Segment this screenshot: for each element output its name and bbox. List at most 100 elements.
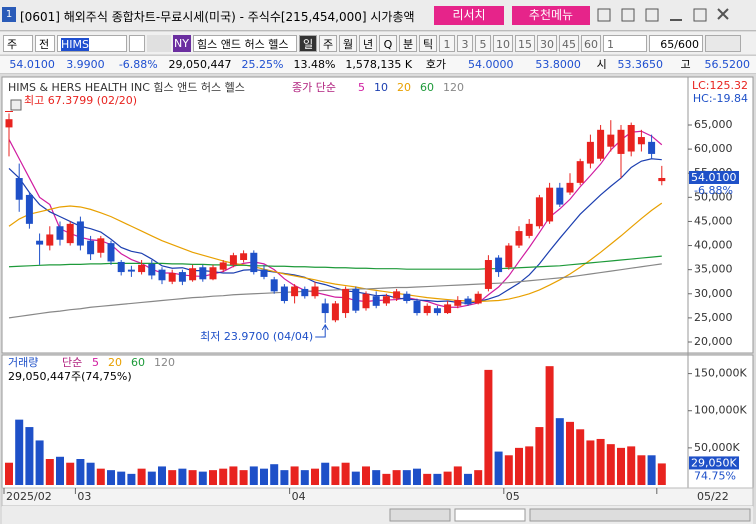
candle-body	[331, 303, 339, 321]
volume-bar	[249, 466, 258, 485]
volume-bar	[137, 468, 146, 485]
y-tick-label: 25,000	[694, 311, 733, 324]
candle-body	[229, 255, 237, 265]
research-button[interactable]: 리서치	[434, 6, 504, 25]
period-button[interactable]: Q	[379, 34, 397, 52]
chart-title: HIMS & HERS HEALTH INC 힘스 앤드 허스 헬스	[8, 81, 245, 94]
y-tick-label: 150,000K	[694, 367, 747, 380]
menu-button[interactable]: 추천메뉴	[512, 6, 590, 25]
quote-field: 3.9900	[66, 58, 105, 71]
volume-bar	[433, 473, 442, 485]
candle-body	[66, 223, 74, 244]
y-tick-label: 50,000	[694, 190, 733, 203]
legend-entry: 20	[397, 81, 411, 94]
minute-button[interactable]: 10	[493, 34, 513, 52]
candle-body	[240, 253, 248, 261]
market-select[interactable]: 주	[3, 34, 33, 52]
volume-bar	[239, 470, 248, 485]
candle-body	[474, 293, 482, 304]
code-input[interactable]: HIMS	[57, 34, 127, 52]
period-button[interactable]: 년	[359, 34, 377, 52]
volume-bar	[545, 366, 554, 485]
last-volume-box	[689, 456, 739, 470]
volume-bar	[484, 369, 493, 485]
lc-label: LC:125.32	[692, 79, 748, 92]
high-annotation: 최고 67.3799 (02/20)	[24, 94, 137, 107]
candle-body	[321, 303, 329, 314]
volume-bar	[209, 470, 217, 485]
quote-field: 29,050,447	[168, 58, 232, 71]
period-button[interactable]: 일	[299, 34, 317, 52]
volume-bar	[474, 470, 483, 485]
legend-entry: 5	[92, 356, 99, 369]
volume-panel	[1, 354, 754, 489]
sound-button[interactable]	[147, 34, 171, 52]
minute-button[interactable]: 3	[457, 34, 473, 52]
volume-bar	[586, 440, 595, 485]
candle-body	[15, 178, 23, 200]
candle-body	[576, 161, 584, 183]
volume-bar	[45, 459, 54, 485]
period-button[interactable]: 주	[319, 34, 337, 52]
minute-button[interactable]: 30	[537, 34, 557, 52]
volume-bar	[117, 471, 126, 485]
toolbar-icons[interactable]	[705, 34, 741, 52]
scroll-buttons[interactable]	[389, 508, 451, 522]
quote-field: 시	[596, 58, 607, 71]
volume-bar	[606, 444, 615, 485]
candle-body	[454, 300, 462, 306]
volume-bar	[290, 466, 299, 485]
y-tick-label: 60,000	[694, 142, 733, 155]
minute-button[interactable]: 5	[475, 34, 491, 52]
stock-name: 힘스 앤드 허스 헬스	[193, 34, 297, 52]
candle-body	[117, 261, 125, 273]
volume-bar	[219, 468, 228, 485]
minute-button[interactable]: 60	[581, 34, 601, 52]
toolbar: 주 전 HIMS NY 힘스 앤드 허스 헬스 일 주 월 년 Q 분 틱 1 3 5 10 15 30 45 60 1…	[0, 32, 756, 54]
volume-bar	[443, 471, 452, 485]
volume-bar	[494, 451, 503, 485]
volume-bar	[341, 462, 350, 485]
volume-bar	[178, 468, 187, 485]
volume-bar	[198, 471, 207, 485]
candle-body	[433, 308, 441, 314]
candle-body	[5, 119, 13, 128]
minute-button[interactable]: 1	[439, 34, 455, 52]
exchange-tag: NY	[173, 34, 191, 52]
x-tick-label: 04	[292, 490, 306, 503]
minute-button[interactable]: 15	[515, 34, 535, 52]
period-button[interactable]: 분	[399, 34, 417, 52]
tool-icons[interactable]	[529, 508, 751, 522]
candle-body	[648, 141, 656, 154]
volume-bar	[515, 447, 523, 485]
quote-field: 25.25%	[241, 58, 284, 71]
volume-bar	[158, 466, 166, 485]
scroll-track[interactable]	[454, 508, 526, 522]
candle-body	[566, 182, 574, 193]
volume-bar	[382, 473, 391, 485]
search-button[interactable]	[129, 34, 145, 52]
scope-button[interactable]: 전	[35, 34, 55, 52]
volume-bar	[56, 456, 64, 485]
unit-select[interactable]: 1	[603, 34, 647, 52]
volume-bar	[535, 427, 544, 485]
candle-body	[372, 296, 380, 306]
candle-body	[637, 137, 645, 145]
volume-bar	[168, 470, 177, 485]
window-id: 1	[2, 7, 16, 22]
period-button[interactable]: 틱	[419, 34, 437, 52]
volume-title: 거래량	[8, 356, 38, 369]
low-annotation: 최저 23.9700 (04/04)	[200, 330, 313, 343]
period-button[interactable]: 월	[339, 34, 357, 52]
count-input[interactable]: 65/600	[649, 34, 703, 52]
candle-body	[627, 124, 635, 152]
candle-body	[515, 231, 523, 246]
volume-bar	[413, 468, 421, 485]
minute-button[interactable]: 45	[559, 34, 579, 52]
volume-bar	[107, 470, 115, 485]
candle-body	[250, 252, 258, 273]
volume-bar	[566, 421, 574, 485]
volume-bar	[392, 470, 401, 485]
